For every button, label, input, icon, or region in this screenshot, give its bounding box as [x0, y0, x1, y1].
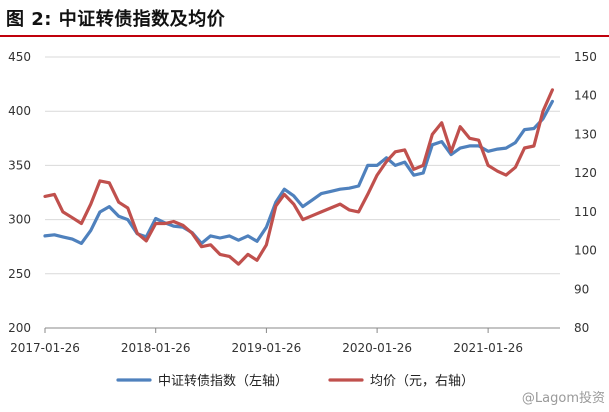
index-series-line: [43, 99, 555, 245]
right-tick-label: 110: [574, 205, 597, 219]
x-tick-label: 2018-01-26: [121, 341, 191, 355]
price-series-line: [43, 88, 555, 266]
left-tick-label: 300: [8, 213, 31, 227]
title-divider: [0, 35, 609, 37]
x-tick-label: 2020-01-26: [342, 341, 412, 355]
left-tick-label: 450: [8, 50, 31, 64]
legend-label: 均价（元，右轴）: [370, 374, 474, 389]
right-tick-label: 120: [574, 166, 597, 180]
x-axis: 2017-01-26 2018-01-26 2019-01-26 2020-01-26…: [10, 327, 560, 355]
series-lines: [43, 88, 555, 266]
right-tick-label: 100: [574, 244, 597, 258]
title-bar: 图 2: 中证转债指数及均价: [0, 0, 609, 37]
left-y-axis: 200 250 300 350 400 450: [8, 50, 31, 335]
left-tick-label: 400: [8, 104, 31, 118]
left-tick-label: 200: [8, 321, 31, 335]
gridlines: [45, 56, 560, 275]
right-tick-label: 130: [574, 127, 597, 141]
chart-title: 图 2: 中证转债指数及均价: [6, 9, 226, 30]
right-tick-label: 90: [574, 282, 589, 296]
right-tick-label: 140: [574, 89, 597, 103]
right-y-axis: 80 90 100 110 120 130 140 150: [574, 50, 597, 335]
right-tick-label: 150: [574, 50, 597, 64]
x-tick-label: 2017-01-26: [10, 341, 80, 355]
right-tick-label: 80: [574, 321, 589, 335]
line-chart: 200 250 300 350 400 450 80 90 100 110 120 130 140 15…: [8, 50, 597, 389]
legend-label: 中证转债指数（左轴）: [158, 374, 288, 389]
left-tick-label: 250: [8, 267, 31, 281]
left-tick-label: 350: [8, 158, 31, 172]
x-tick-label: 2021-01-26: [453, 341, 523, 355]
legend: 中证转债指数（左轴） 均价（元，右轴）: [116, 374, 474, 389]
watermark: @Lagom投资: [521, 391, 605, 406]
x-tick-label: 2019-01-26: [232, 341, 302, 355]
